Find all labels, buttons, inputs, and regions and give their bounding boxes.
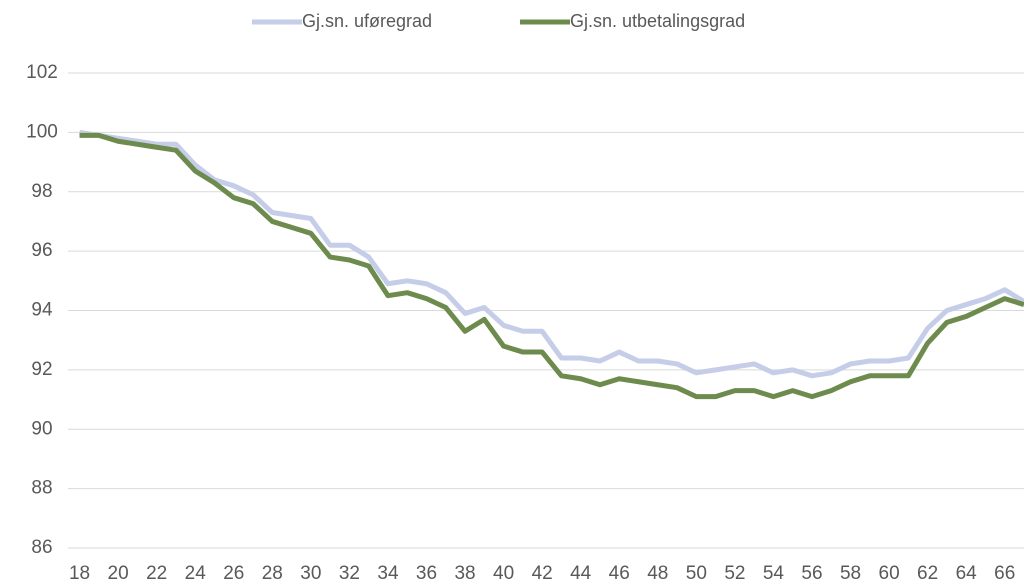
x-tick-label: 24	[185, 563, 207, 584]
y-tick-label: 98	[31, 181, 52, 202]
x-tick-label: 42	[532, 563, 553, 584]
grid	[68, 72, 1024, 549]
x-tick-label: 30	[300, 563, 321, 584]
x-tick-label: 48	[647, 563, 668, 584]
x-tick-label: 28	[262, 563, 283, 584]
series	[79, 129, 1024, 400]
x-tick-label: 62	[917, 563, 938, 584]
x-tick-label: 64	[956, 563, 978, 584]
x-tick-label: 44	[570, 563, 592, 584]
y-tick-label: 94	[31, 300, 53, 321]
series-line	[79, 132, 1024, 400]
x-tick-label: 32	[339, 563, 360, 584]
x-tick-label: 56	[801, 563, 822, 584]
y-tick-label: 100	[26, 121, 58, 142]
x-tick-label: 34	[377, 563, 399, 584]
x-tick-label: 66	[994, 563, 1015, 584]
series-line	[79, 129, 1024, 379]
x-tick-label: 50	[686, 563, 707, 584]
x-tick-label: 36	[416, 563, 437, 584]
x-tick-label: 40	[493, 563, 514, 584]
y-tick-label: 102	[26, 62, 58, 83]
x-tick-label: 22	[146, 563, 167, 584]
y-tick-label: 88	[31, 478, 52, 499]
x-tick-label: 58	[840, 563, 861, 584]
x-tick-label: 18	[69, 563, 90, 584]
x-tick-label: 20	[108, 563, 129, 584]
legend-text: Gj.sn. uføregrad	[302, 11, 432, 31]
y-tick-label: 92	[31, 359, 52, 380]
x-tick-label: 52	[724, 563, 745, 584]
legend-text: Gj.sn. utbetalingsgrad	[570, 11, 745, 31]
y-tick-label: 96	[31, 240, 52, 261]
y-tick-label: 86	[31, 537, 52, 558]
x-tick-label: 26	[223, 563, 244, 584]
y-tick-label: 90	[31, 418, 52, 439]
x-tick-label: 46	[609, 563, 630, 584]
labels: 86 88 90 92 94 96 98 100 102 18 20 22 24 26 28 30 32 34 36…	[26, 11, 1015, 584]
x-tick-label: 60	[879, 563, 900, 584]
x-tick-label: 54	[763, 563, 785, 584]
x-tick-label: 38	[454, 563, 475, 584]
